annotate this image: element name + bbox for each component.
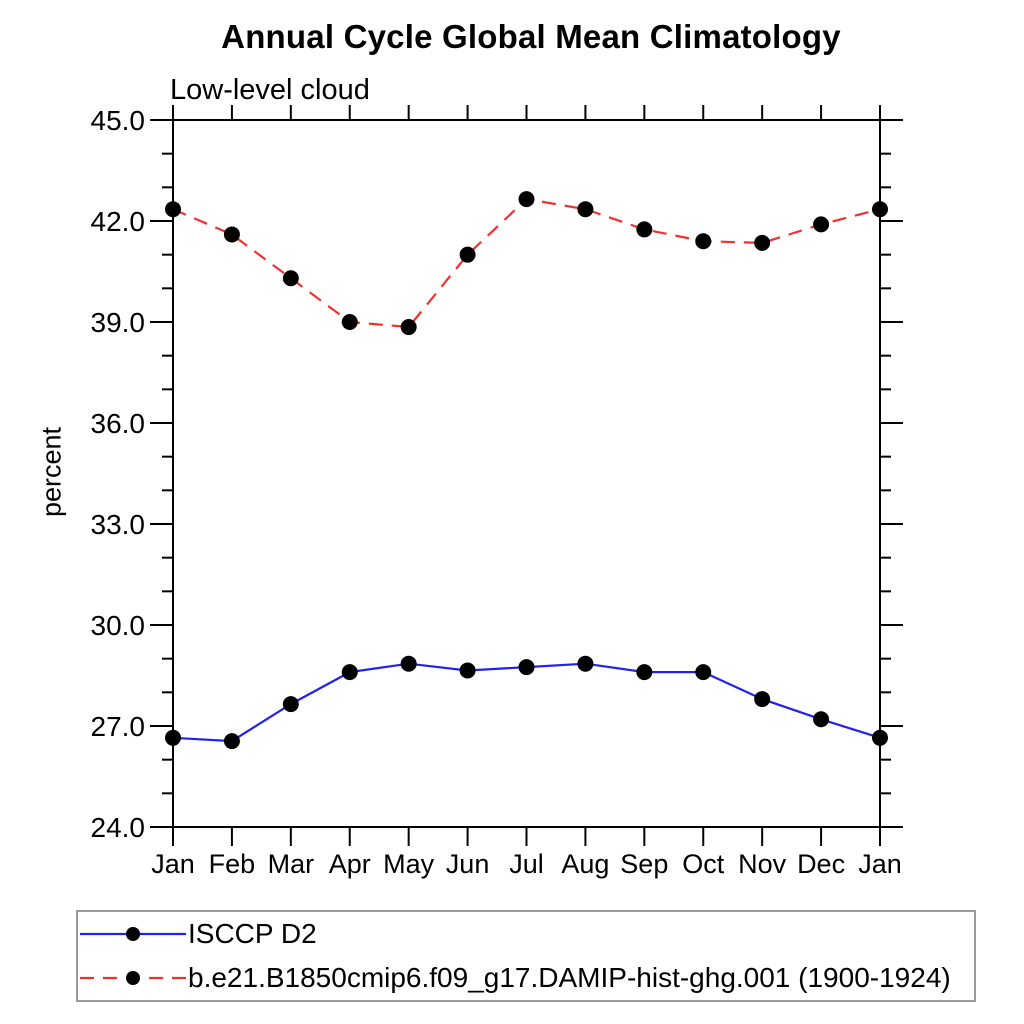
data-point-marker [872,729,888,746]
legend-box: ISCCP D2 b.e21.B1850cmip6.f09_g17.DAMIP-h… [76,910,976,1002]
data-point-marker [813,711,830,728]
legend-item-1: b.e21.B1850cmip6.f09_g17.DAMIP-hist-ghg.… [78,958,974,998]
data-point-marker [341,314,358,330]
y-tick-label: 45.0 [91,105,146,136]
data-point-marker [813,216,830,233]
chart-title: Annual Cycle Global Mean Climatology [221,18,841,55]
data-point-marker [165,729,181,746]
series-line-1 [172,197,881,329]
data-point-marker [695,664,712,681]
y-tick-label: 42.0 [91,206,146,237]
x-tick-label: Jan [151,849,195,879]
x-tick-label: Dec [797,849,845,879]
x-ticks: Jan Feb Mar Apr May Jun Jul Aug Sep Oct Nov Dec Jan [151,105,902,879]
x-tick-label: Oct [682,849,725,879]
legend-label-0: ISCCP D2 [188,918,317,949]
legend-line-sample [80,971,186,985]
plot-frame [172,119,881,828]
series-markers-1 [165,191,888,336]
data-point-marker [872,201,888,218]
y-tick-label: 30.0 [91,610,146,641]
series-markers-0 [165,655,888,750]
data-point-marker [518,659,535,676]
x-tick-label: Jan [858,849,902,879]
data-point-marker [754,234,771,251]
data-point-marker [459,246,476,263]
data-point-marker [165,201,181,218]
data-point-marker [636,664,653,681]
legend-marker-dot [126,971,140,985]
data-point-marker [754,691,771,708]
data-point-marker [695,233,712,250]
data-point-marker [459,662,476,679]
data-point-marker [400,655,417,672]
y-tick-label: 36.0 [91,408,146,439]
data-point-marker [341,664,358,681]
x-tick-label: Jun [446,849,490,879]
y-tick-label: 39.0 [91,307,146,338]
x-tick-label: Sep [620,849,668,879]
chart-subtitle: Low-level cloud [170,74,370,106]
legend-label-1: b.e21.B1850cmip6.f09_g17.DAMIP-hist-ghg.… [188,962,951,993]
x-tick-label: Apr [329,849,371,879]
series-line-0 [172,662,881,743]
legend-item-0: ISCCP D2 [78,914,974,954]
data-point-marker [577,655,594,672]
data-point-marker [400,319,417,336]
data-point-marker [282,270,299,287]
y-tick-label: 27.0 [91,711,146,742]
y-tick-label: 24.0 [91,812,146,843]
data-point-marker [636,221,653,238]
data-point-marker [223,226,240,243]
y-tick-label: 33.0 [91,509,146,540]
x-tick-label: Jul [509,849,544,879]
legend-marker-dot [126,927,140,941]
x-tick-label: Nov [738,849,787,879]
x-tick-label: May [383,849,435,879]
legend-line-sample [80,927,186,941]
data-point-marker [518,191,535,208]
y-ticks: 24.0 27.0 30.0 33.0 36.0 39.0 42.0 45.0 [91,105,903,843]
x-tick-label: Feb [209,849,256,879]
data-point-marker [223,733,240,750]
data-point-marker [282,696,299,713]
x-tick-label: Aug [561,849,609,879]
x-tick-label: Mar [268,849,315,879]
data-point-marker [577,201,594,218]
